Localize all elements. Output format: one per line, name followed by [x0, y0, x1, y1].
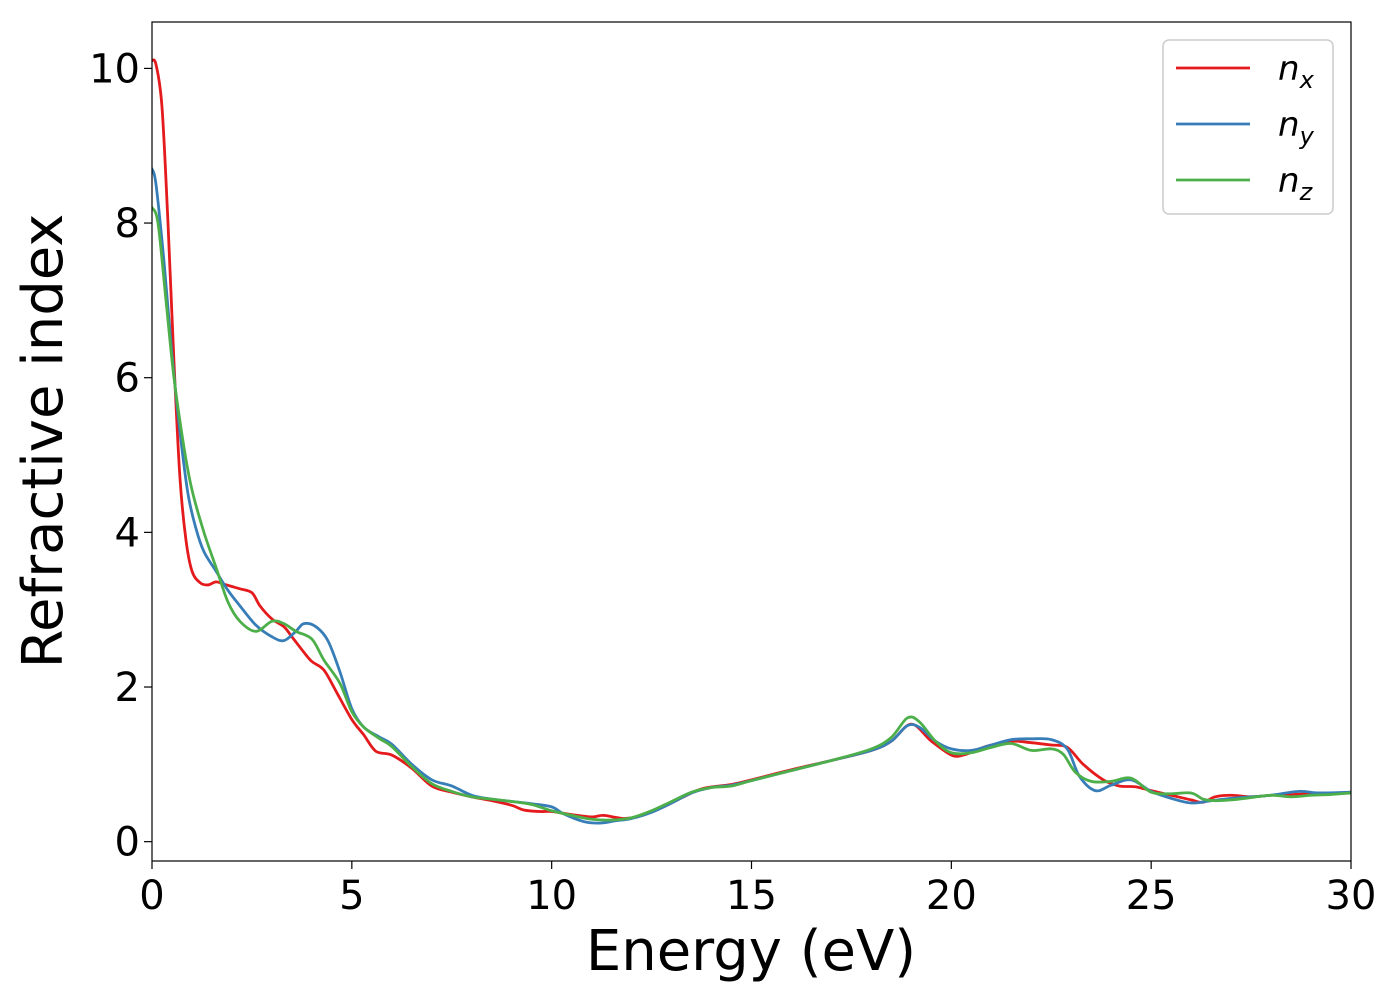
series-line-n-x — [152, 58, 1351, 820]
x-axis-label: Energy (eV) — [586, 919, 916, 984]
x-axis-ticks: 0 5 10 15 20 25 30 — [139, 861, 1376, 919]
legend: nx ny nz — [1162, 39, 1334, 215]
x-tick-label: 20 — [926, 873, 977, 919]
y-tick-label: 6 — [115, 356, 140, 402]
legend-label-n-y: ny — [1278, 105, 1315, 150]
legend-label-n-z: nz — [1278, 161, 1314, 206]
y-tick-label: 0 — [115, 820, 140, 866]
y-tick-label: 10 — [89, 46, 140, 92]
legend-box — [1162, 39, 1334, 215]
x-tick-label: 0 — [139, 873, 164, 919]
series-lines — [152, 58, 1351, 825]
y-axis-label: Refractive index — [11, 214, 76, 669]
y-tick-label: 2 — [115, 665, 140, 711]
legend-label-n-x: nx — [1278, 49, 1315, 94]
x-tick-label: 25 — [1126, 873, 1177, 919]
y-tick-label: 8 — [115, 201, 140, 247]
x-tick-label: 15 — [726, 873, 777, 919]
y-tick-label: 4 — [115, 510, 140, 556]
plot-area-lines — [152, 58, 1351, 825]
y-axis-ticks: 0 2 4 6 8 10 — [89, 46, 152, 866]
series-line-n-z — [152, 206, 1351, 822]
series-line-n-y — [152, 167, 1351, 825]
x-tick-label: 10 — [526, 873, 577, 919]
x-tick-label: 5 — [339, 873, 364, 919]
x-tick-label: 30 — [1326, 873, 1377, 919]
